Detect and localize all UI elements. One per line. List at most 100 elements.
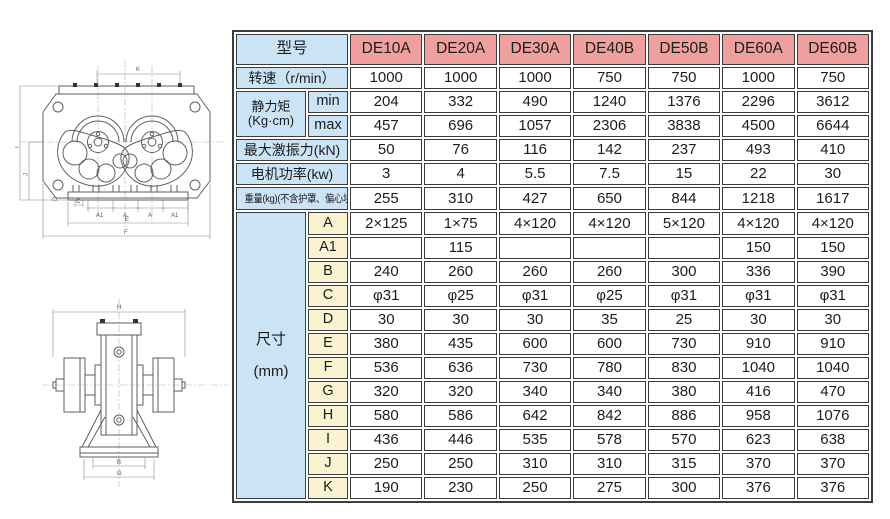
value-cell: 910 [722, 332, 795, 355]
value-cell: 116 [498, 139, 572, 162]
value-cell: 580 [350, 404, 423, 427]
dim-label-a1-left: A1 [96, 213, 104, 219]
value-cell: 586 [424, 404, 497, 427]
static-moment-label: 静力矩 (Kg·cm) [236, 91, 306, 138]
value-cell: 830 [647, 356, 721, 379]
value-cell: 750 [647, 67, 721, 90]
label-line: 尺寸 [255, 330, 286, 348]
dim-name-cell: K [308, 476, 349, 499]
value-cell: 1000 [350, 67, 423, 90]
dim-label-h: H [117, 305, 121, 311]
value-cell: φ25 [424, 284, 497, 307]
value-cell: 30 [796, 163, 869, 186]
value-cell: 436 [350, 428, 423, 451]
value-cell: 300 [647, 476, 721, 499]
value-cell: φ25 [573, 284, 646, 307]
value-cell: 50 [350, 139, 423, 162]
value-cell: 1000 [424, 67, 497, 90]
table-row: 转速（r/min） 1000 1000 1000 750 750 1000 750 [236, 67, 869, 90]
model-name-cell: DE40B [573, 34, 646, 65]
value-cell: 250 [424, 452, 497, 475]
body-bolt [113, 346, 125, 358]
value-cell: 416 [722, 380, 795, 403]
value-cell: 150 [796, 236, 869, 259]
value-cell: 5×120 [647, 212, 721, 235]
value-cell: 642 [498, 404, 572, 427]
mount-hole [189, 179, 201, 191]
value-cell: 2296 [722, 91, 795, 114]
eccentric-mass-left [57, 129, 130, 187]
value-cell: 320 [424, 380, 497, 403]
dim-name-cell: F [308, 356, 349, 379]
value-cell: 1057 [498, 115, 572, 138]
value-cell: 310 [424, 187, 497, 211]
value-cell: 4×120 [722, 212, 795, 235]
value-cell: 275 [573, 476, 646, 499]
value-cell: 535 [498, 428, 572, 451]
table-row: 重量(kg)(不含护罩、偏心块) 255 310 427 650 844 1218 1617 [236, 187, 869, 211]
value-cell: 4×120 [498, 212, 572, 235]
value-cell: 446 [424, 428, 497, 451]
value-cell: 696 [424, 115, 497, 138]
rotor-hub [87, 131, 109, 153]
value-cell: 650 [573, 187, 646, 211]
value-cell: 3612 [796, 91, 869, 114]
value-cell: 536 [350, 356, 423, 379]
dim-label-g: G [117, 471, 122, 477]
value-cell [498, 236, 572, 259]
value-cell: 250 [498, 476, 572, 499]
dim-label-e: E [125, 217, 129, 223]
model-name-cell: DE60A [722, 34, 795, 65]
value-cell: 1040 [796, 356, 869, 379]
value-cell: 5.5 [498, 163, 572, 186]
value-cell: 376 [722, 476, 795, 499]
value-cell: 310 [498, 452, 572, 475]
table-row: 最大激振力(kN) 50 76 116 142 237 493 410 [236, 139, 869, 162]
value-cell: 190 [350, 476, 423, 499]
value-cell: 370 [796, 452, 869, 475]
value-cell: 76 [424, 139, 497, 162]
value-cell: 1040 [722, 356, 795, 379]
dimensions-label: 尺寸 (mm) [236, 212, 306, 499]
value-cell: 600 [573, 332, 646, 355]
mount-hole [52, 179, 64, 191]
table-row: I 436 446 535 578 570 623 638 [236, 428, 869, 451]
table-row: F 536 636 730 780 830 1040 1040 [236, 356, 869, 379]
value-cell: 30 [350, 308, 423, 331]
value-cell: 1×75 [424, 212, 497, 235]
value-cell: 844 [647, 187, 721, 211]
value-cell: 1218 [722, 187, 795, 211]
value-cell: φ31 [722, 284, 795, 307]
value-cell: 376 [796, 476, 869, 499]
value-cell: 336 [722, 260, 795, 283]
dim-label-f: F [124, 230, 128, 236]
value-cell: 260 [424, 260, 497, 283]
value-cell: 300 [647, 260, 721, 283]
value-cell: 578 [573, 428, 646, 451]
value-cell: 2306 [573, 115, 646, 138]
table-row: G 320 320 340 340 380 416 470 [236, 380, 869, 403]
max-label: max [308, 115, 349, 138]
model-name-cell: DE60B [796, 34, 869, 65]
value-cell: 780 [573, 356, 646, 379]
dim-name-cell: B [308, 260, 349, 283]
dim-label-k: K [136, 67, 140, 73]
value-cell: 390 [796, 260, 869, 283]
model-name-cell: DE50B [647, 34, 721, 65]
value-cell: 636 [424, 356, 497, 379]
front-view-drawing: H B G [42, 299, 228, 487]
value-cell: 204 [350, 91, 423, 114]
value-cell: 600 [498, 332, 572, 355]
label-line: 重量(kg)(不含护罩、偏心块) [244, 193, 349, 206]
value-cell: φ31 [796, 284, 869, 307]
value-cell: 750 [573, 67, 646, 90]
dim-label-a-left: A [123, 213, 127, 219]
dim-name-cell: H [308, 404, 349, 427]
value-cell [573, 236, 646, 259]
value-cell: 380 [647, 380, 721, 403]
dim-label-b: B [117, 460, 121, 466]
value-cell [647, 236, 721, 259]
mount-hole [52, 101, 64, 113]
value-cell: 15 [647, 163, 721, 186]
table-row: 型号 DE10A DE20A DE30A DE40B DE50B DE60A DE60B [236, 34, 869, 65]
